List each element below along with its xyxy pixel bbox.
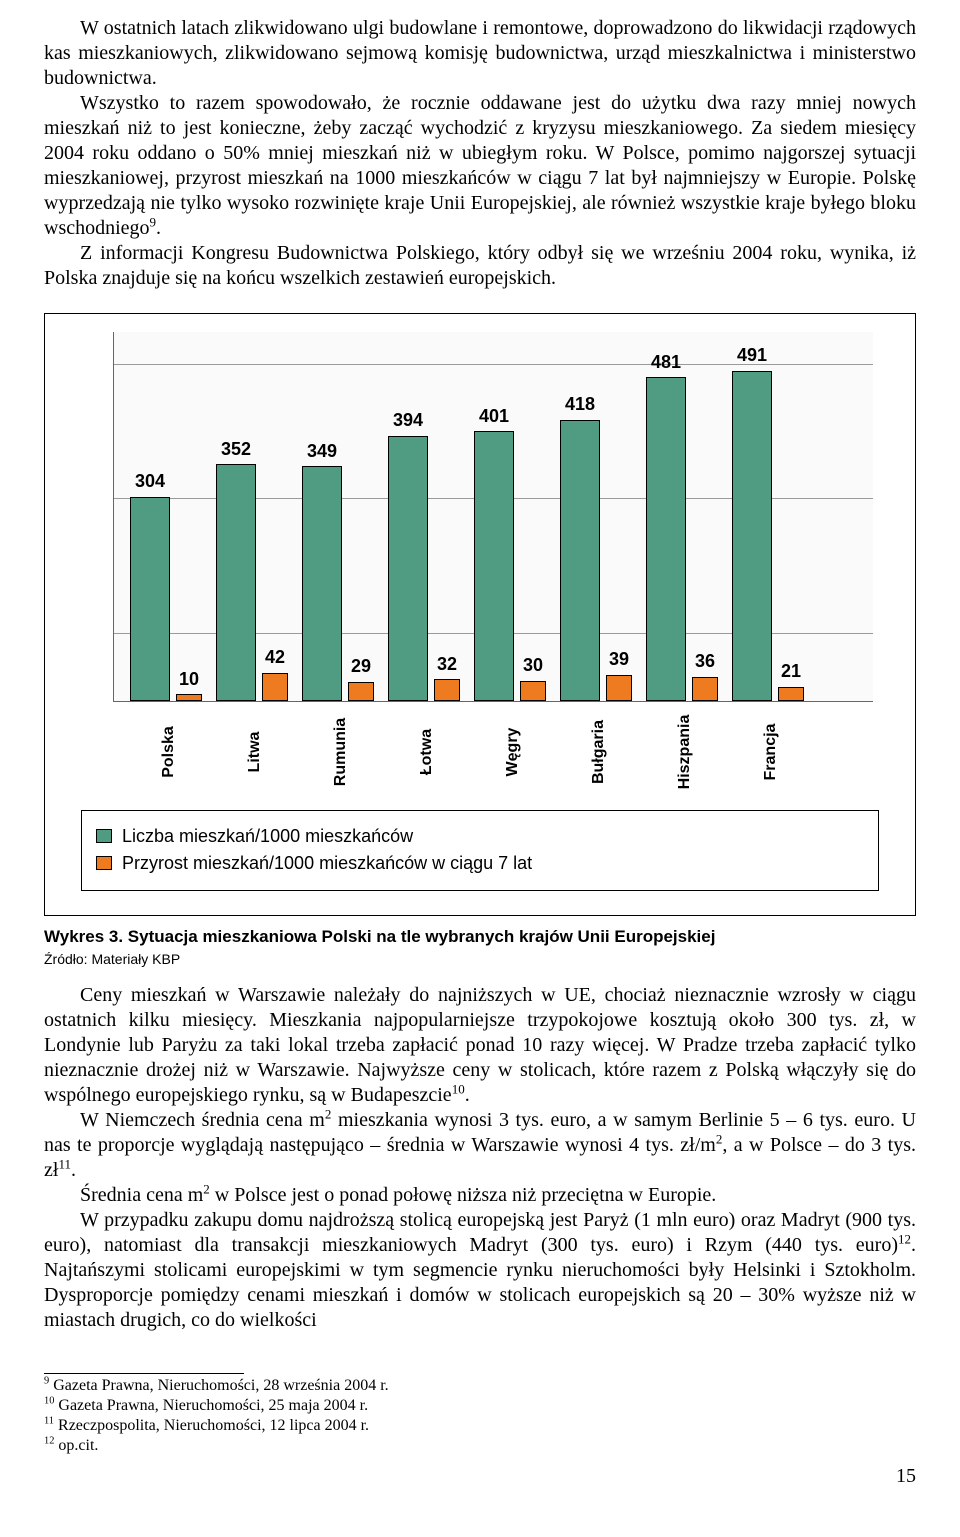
footnote: 9 Gazeta Prawna, Nieruchomości, 28 wrześ… (44, 1376, 904, 1396)
text: . (465, 1084, 470, 1106)
footnote-num: 10 (44, 1395, 54, 1406)
body-paragraph: W ostatnich latach zlikwidowano ulgi bud… (44, 16, 916, 91)
bar-series1 (732, 371, 772, 701)
bar-series2 (778, 687, 804, 701)
text: Z informacji Kongresu Budownictwa Polski… (44, 242, 916, 289)
bar-value-label: 491 (728, 344, 776, 367)
caption-title: Wykres 3. Sytuacja mieszkaniowa Polski n… (44, 927, 715, 946)
category-label: Rumunia (331, 712, 351, 792)
bar-value-label: 42 (258, 646, 292, 669)
bar-series1 (302, 466, 342, 701)
category-label: Bułgaria (589, 712, 609, 792)
body-paragraph: Wszystko to razem spowodowało, że roczni… (44, 91, 916, 241)
bar-value-label: 10 (172, 668, 206, 691)
bar-value-label: 29 (344, 655, 378, 678)
chart-area: 304 10 352 42 349 29 394 32 401 30 418 39 481 36 491 21… (113, 332, 873, 792)
bar-series2 (434, 679, 460, 701)
bar-value-label: 349 (298, 440, 346, 463)
text: W Niemczech średnia cena m (80, 1109, 325, 1131)
bar-value-label: 32 (430, 653, 464, 676)
footnote-text: Gazeta Prawna, Nieruchomości, 25 maja 20… (54, 1397, 368, 1414)
footnote: 12 op.cit. (44, 1436, 904, 1456)
footnote: 10 Gazeta Prawna, Nieruchomości, 25 maja… (44, 1396, 904, 1416)
text: . (156, 217, 161, 239)
chart-caption: Wykres 3. Sytuacja mieszkaniowa Polski n… (44, 926, 916, 947)
legend-item: Przyrost mieszkań/1000 mieszkańców w cią… (96, 852, 864, 875)
category-label: Litwa (245, 712, 265, 792)
text: Wszystko to razem spowodowało, że roczni… (44, 92, 916, 239)
bar-series2 (692, 677, 718, 701)
bar-series1 (388, 436, 428, 701)
category-axis: Polska Litwa Rumunia Łotwa Węgry Bułgaria Hisz… (113, 702, 873, 792)
text: W przypadku zakupu domu najdroższą stoli… (44, 1209, 916, 1256)
bar-value-label: 39 (602, 648, 636, 671)
chart-legend: Liczba mieszkań/1000 mieszkańców Przyros… (81, 810, 879, 891)
bar-series1 (474, 431, 514, 701)
footnote-text: op.cit. (54, 1437, 98, 1454)
text: w Polsce jest o ponad połowę niższa niż … (210, 1184, 717, 1206)
bar-series2 (176, 694, 202, 701)
category-label: Węgry (503, 712, 523, 792)
bar-value-label: 418 (556, 393, 604, 416)
category-label: Francja (761, 712, 781, 792)
bar-value-label: 30 (516, 654, 550, 677)
body-paragraph: Ceny mieszkań w Warszawie należały do na… (44, 983, 916, 1108)
chart-source: Źródło: Materiały KBP (44, 951, 916, 969)
body-paragraph: Z informacji Kongresu Budownictwa Polski… (44, 241, 916, 291)
footnote-ref: 10 (452, 1081, 465, 1096)
footnote: 11 Rzeczpospolita, Nieruchomości, 12 lip… (44, 1416, 904, 1436)
category-label: Hiszpania (675, 712, 695, 792)
footnote-ref: 11 (58, 1156, 71, 1171)
legend-label: Przyrost mieszkań/1000 mieszkańców w cią… (122, 852, 532, 875)
text: Średnia cena m (80, 1184, 203, 1206)
footnote-text: Rzeczpospolita, Nieruchomości, 12 lipca … (54, 1417, 369, 1434)
bar-series1 (130, 497, 170, 702)
legend-item: Liczba mieszkań/1000 mieszkańców (96, 825, 864, 848)
bar-value-label: 401 (470, 405, 518, 428)
bar-value-label: 394 (384, 409, 432, 432)
footnotes-block: 9 Gazeta Prawna, Nieruchomości, 28 wrześ… (44, 1373, 244, 1456)
body-paragraph: W Niemczech średnia cena m2 mieszkania w… (44, 1108, 916, 1183)
chart-container: 304 10 352 42 349 29 394 32 401 30 418 39 481 36 491 21… (44, 313, 916, 916)
footnote-text: Gazeta Prawna, Nieruchomości, 28 wrześni… (49, 1377, 388, 1394)
bar-value-label: 36 (688, 650, 722, 673)
bar-series2 (348, 682, 374, 702)
page-number: 15 (44, 1464, 916, 1489)
legend-swatch (96, 856, 112, 870)
legend-swatch (96, 829, 112, 843)
bar-series2 (520, 681, 546, 701)
bar-chart-plot: 304 10 352 42 349 29 394 32 401 30 418 39 481 36 491 21 (113, 332, 873, 702)
bar-value-label: 21 (774, 660, 808, 683)
bar-value-label: 352 (212, 438, 260, 461)
body-paragraph: Średnia cena m2 w Polsce jest o ponad po… (44, 1183, 916, 1208)
bar-series1 (560, 420, 600, 701)
bar-series1 (216, 464, 256, 701)
body-paragraph: W przypadku zakupu domu najdroższą stoli… (44, 1208, 916, 1333)
bar-series1 (646, 377, 686, 701)
legend-label: Liczba mieszkań/1000 mieszkańców (122, 825, 413, 848)
text: W ostatnich latach zlikwidowano ulgi bud… (44, 17, 916, 89)
text: . (71, 1159, 76, 1181)
footnote-num: 11 (44, 1415, 54, 1426)
bar-value-label: 481 (642, 351, 690, 374)
text: Ceny mieszkań w Warszawie należały do na… (44, 984, 916, 1106)
footnote-ref: 12 (898, 1231, 911, 1246)
bar-series2 (262, 673, 288, 701)
bar-series2 (606, 675, 632, 701)
category-label: Polska (159, 712, 179, 792)
category-label: Łotwa (417, 712, 437, 792)
footnote-num: 12 (44, 1435, 54, 1446)
bar-value-label: 304 (126, 470, 174, 493)
